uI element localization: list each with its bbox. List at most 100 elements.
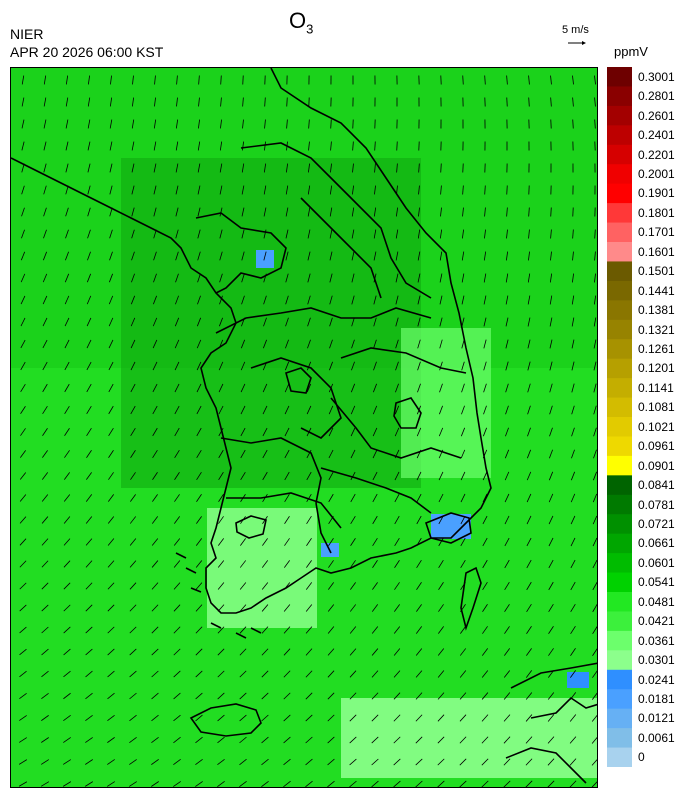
wind-arrow-icon <box>63 670 71 678</box>
wind-arrow-icon <box>284 361 290 371</box>
colorbar-swatch <box>607 592 632 612</box>
wind-arrow-icon <box>460 449 466 459</box>
wind-arrow-icon <box>109 273 113 283</box>
wind-arrow-icon <box>219 295 223 305</box>
gwangju-outline <box>235 515 267 539</box>
wind-arrow-icon <box>63 759 71 765</box>
colorbar-swatch <box>607 728 632 749</box>
unit-label: ppmV <box>614 44 648 59</box>
wind-arrow-icon <box>283 670 291 678</box>
colorbar-label: 0.0601 <box>638 555 675 570</box>
wind-arrow-icon <box>460 626 466 634</box>
wind-arrow-icon <box>416 604 422 612</box>
wind-arrow-icon <box>484 229 486 239</box>
colorbar-label: 0.0901 <box>638 458 675 473</box>
wind-arrow-icon <box>262 471 268 481</box>
wind-arrow-icon <box>219 273 223 283</box>
colorbar-label: 0.0961 <box>638 439 675 454</box>
wind-arrow-icon <box>196 383 202 393</box>
wind-arrow-icon <box>593 449 597 459</box>
map-title: O3 <box>289 8 313 36</box>
wind-arrow-icon <box>571 383 575 393</box>
wind-arrow-icon <box>85 648 93 656</box>
wind-arrow-icon <box>503 670 511 678</box>
wind-arrow-icon <box>395 361 399 371</box>
wind-arrow-icon <box>107 692 115 700</box>
wind-arrow-icon <box>527 273 531 283</box>
wind-arrow-icon <box>63 648 71 656</box>
colorbar-swatch <box>607 319 632 340</box>
wind-arrow-icon <box>349 626 357 634</box>
colorbar-label: 0.1261 <box>638 341 675 356</box>
wind-arrow-icon <box>43 229 47 239</box>
wind-arrow-icon <box>129 560 137 568</box>
wind-arrow-icon <box>64 450 70 458</box>
wind-arrow-icon <box>394 405 400 415</box>
wind-arrow-icon <box>371 692 379 700</box>
wind-arrow-icon <box>395 295 399 305</box>
wind-arrow-icon <box>394 493 400 503</box>
wind-arrow-icon <box>437 670 445 678</box>
wind-arrow-icon <box>437 648 445 656</box>
wind-arrow-icon <box>218 427 224 437</box>
wind-arrow-icon <box>525 714 533 722</box>
wind-arrow-icon <box>261 582 269 590</box>
wind-arrow-icon <box>503 692 511 700</box>
wind-arrow-icon <box>220 75 222 85</box>
wind-arrow-icon <box>43 207 47 217</box>
wind-arrow-icon <box>351 251 355 261</box>
wind-arrow-icon <box>505 427 509 437</box>
colorbar-label: 0.1701 <box>638 225 675 240</box>
colorbar-swatch <box>607 708 632 729</box>
wind-arrow-icon <box>240 427 246 437</box>
wind-arrow-icon <box>459 648 467 656</box>
wind-arrow-icon <box>461 361 465 371</box>
wind-arrow-icon <box>481 692 489 700</box>
wind-arrow-icon <box>197 141 201 151</box>
wind-arrow-icon <box>417 383 421 393</box>
wind-arrow-icon <box>305 714 313 722</box>
wind-arrow-icon <box>152 494 158 502</box>
wind-arrow-icon <box>593 339 597 349</box>
wind-arrow-icon <box>547 692 555 700</box>
wind-arrow-icon <box>64 317 70 327</box>
colorbar-label: 0.2401 <box>638 128 675 143</box>
wind-arrow-icon <box>131 273 135 283</box>
wind-arrow-icon <box>64 273 70 283</box>
wind-arrow-icon <box>263 229 267 239</box>
wind-arrow-icon <box>459 736 467 744</box>
wind-arrow-icon <box>241 185 245 195</box>
wind-arrow-icon <box>283 780 291 787</box>
wind-arrow-icon <box>130 361 136 371</box>
wind-arrow-icon <box>19 582 27 590</box>
colorbar-swatch <box>607 242 632 262</box>
wind-arrow-icon <box>504 604 510 612</box>
wind-arrow-icon <box>439 295 443 305</box>
wind-arrow-icon <box>42 317 48 327</box>
wind-arrow-icon <box>42 450 48 458</box>
wind-arrow-icon <box>63 560 71 568</box>
wind-arrow-icon <box>351 361 355 371</box>
wind-arrow-icon <box>481 758 489 766</box>
wind-arrow-icon <box>460 471 466 481</box>
wind-arrow-icon <box>152 383 158 393</box>
wind-arrow-icon <box>263 317 267 327</box>
wind-arrow-icon <box>351 185 355 195</box>
wind-arrow-icon <box>42 428 48 436</box>
wind-arrow-icon <box>19 626 27 634</box>
wind-arrow-icon <box>570 603 576 613</box>
wind-arrow-icon <box>572 273 574 283</box>
wind-arrow-icon <box>64 405 70 415</box>
wind-arrow-icon <box>108 361 114 371</box>
wind-arrow-icon <box>416 471 422 481</box>
colorbar-swatch <box>607 261 632 282</box>
wind-arrow-icon <box>218 471 224 481</box>
wind-arrow-icon <box>438 471 444 481</box>
colorbar-label: 0.1501 <box>638 264 675 279</box>
wind-arrow-icon <box>504 648 510 656</box>
wind-arrow-icon <box>131 119 135 129</box>
wind-arrow-icon <box>526 471 532 481</box>
wind-arrow-icon <box>505 339 509 349</box>
wind-arrow-icon <box>262 449 268 459</box>
seoul-gyeonggi-border <box>195 212 287 294</box>
